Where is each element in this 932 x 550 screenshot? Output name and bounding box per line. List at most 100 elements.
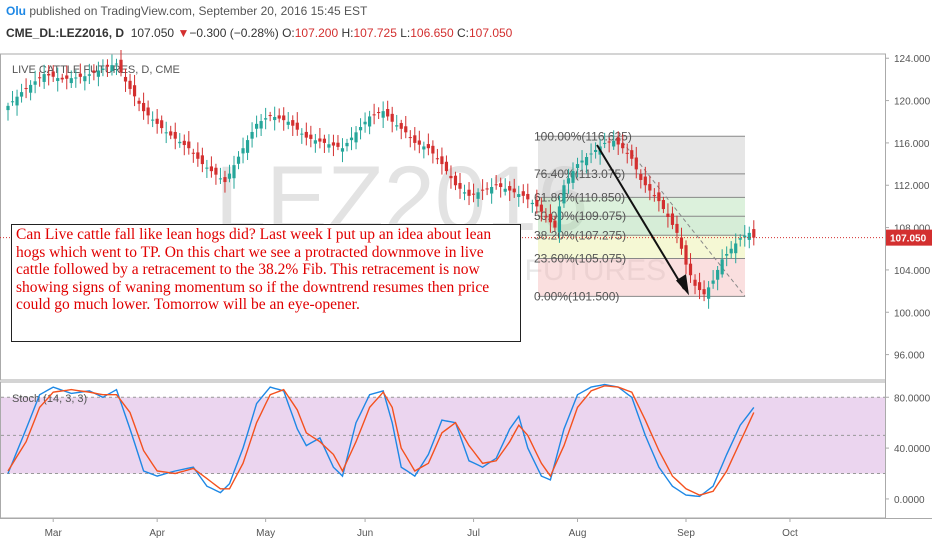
candle-body: [322, 138, 326, 143]
candle-body: [648, 184, 652, 191]
candle-body: [688, 263, 693, 276]
candle-body: [155, 118, 159, 124]
candle-body: [431, 145, 435, 154]
candle-body: [205, 167, 209, 169]
last-price: 107.050: [130, 26, 175, 40]
candle-body: [101, 68, 105, 70]
candle-body: [259, 121, 263, 129]
candle-body: [245, 140, 250, 153]
candle-body: [571, 171, 575, 183]
candle-body: [182, 140, 186, 146]
candle-body: [661, 200, 665, 210]
price-pane-title: LIVE CATTLE FUTURES, D, CME: [12, 64, 180, 76]
candle-body: [435, 158, 439, 160]
symbol-name[interactable]: CME_DL:LEZ2016, D: [6, 26, 125, 40]
candle-body: [422, 146, 426, 150]
candle-body: [327, 144, 331, 148]
candle-body: [580, 160, 584, 163]
candle-body: [277, 115, 281, 119]
candle-body: [535, 199, 539, 207]
candle-body: [169, 131, 173, 136]
candle-body: [481, 189, 485, 191]
candle-body: [318, 138, 322, 142]
candle-body: [214, 167, 218, 175]
candle-body: [83, 76, 87, 82]
close-value: 107.050: [468, 26, 513, 40]
candle-body: [693, 279, 697, 286]
candle-body: [223, 177, 227, 183]
candle-body: [227, 173, 232, 179]
candle-body: [29, 84, 33, 93]
candle-body: [607, 141, 611, 143]
candle-body: [666, 213, 670, 217]
low-value: 106.650: [410, 26, 454, 40]
candle-body: [24, 88, 28, 90]
price-axis-tick-label: 124.000: [894, 54, 931, 65]
stoch-axis-tick-label: 40.0000: [894, 444, 931, 455]
candle-body: [697, 282, 702, 291]
candle-body: [200, 155, 204, 165]
candle-body: [250, 131, 254, 139]
candle-body: [562, 185, 566, 204]
candle-body: [499, 183, 503, 188]
candle-body: [702, 289, 706, 295]
candle-body: [96, 70, 100, 77]
candle-body: [19, 92, 24, 97]
candle-body: [453, 175, 458, 186]
candle-body: [440, 156, 444, 165]
candle-body: [381, 111, 385, 118]
stoch-axis-tick-label: 0.0000: [894, 495, 925, 506]
candle-body: [621, 143, 625, 149]
candle-body: [503, 188, 507, 192]
candle-body: [178, 141, 182, 144]
fib-zone: [538, 173, 745, 198]
price-axis-tick-label: 120.000: [894, 97, 931, 108]
candle-body: [363, 121, 367, 125]
open-value: 107.200: [294, 26, 339, 40]
price-axis-tick-label: 96.000: [894, 351, 925, 362]
candle-body: [449, 175, 453, 179]
candle-body: [241, 148, 245, 154]
candle-body: [218, 178, 223, 180]
fib-level-label: 38.20%(107.275): [534, 228, 626, 242]
fib-zone: [538, 235, 745, 259]
candle-body: [553, 220, 557, 228]
candle-body: [304, 131, 308, 138]
candle-body: [557, 206, 562, 233]
candle-body: [603, 142, 607, 144]
candle-body: [51, 71, 55, 77]
candle-body: [236, 156, 241, 164]
candle-body: [458, 183, 462, 189]
price-axis-tick-label: 112.000: [894, 181, 930, 192]
candle-body: [643, 176, 647, 186]
candle-body: [74, 77, 78, 79]
candle-body: [187, 141, 191, 149]
candle-body: [675, 223, 679, 233]
author-name[interactable]: Olu: [6, 4, 26, 18]
publish-info: published on TradingView.com, September …: [26, 4, 368, 18]
candle-body: [652, 195, 656, 197]
fib-level-label: 100.00%(116.625): [534, 129, 632, 143]
candle-body: [657, 192, 661, 202]
stoch-band: [1, 397, 885, 474]
annotation-text: Can Live cattle fall like lean hogs did?…: [11, 224, 521, 342]
time-axis-label: Mar: [45, 528, 63, 539]
candle-body: [404, 126, 408, 133]
candle-body: [526, 193, 530, 200]
price-change: −0.300 (−0.28%): [189, 26, 279, 40]
candle-body: [368, 116, 372, 127]
candle-body: [56, 78, 60, 82]
candle-body: [65, 75, 69, 79]
candle-body: [173, 131, 177, 139]
high-value: 107.725: [353, 26, 397, 40]
candle-body: [426, 144, 430, 149]
candle-body: [60, 77, 64, 80]
candle-body: [625, 152, 629, 154]
low-label: L:: [400, 26, 411, 40]
candle-body: [575, 164, 580, 169]
fib-level-label: 23.60%(105.075): [534, 252, 626, 266]
candle-body: [209, 166, 213, 172]
candle-body: [336, 142, 340, 147]
candle-body: [191, 152, 195, 154]
candle-body: [349, 137, 354, 141]
